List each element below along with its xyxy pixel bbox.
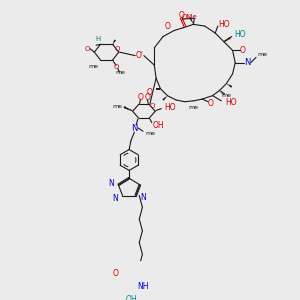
Text: O: O <box>164 22 170 31</box>
Text: me: me <box>116 70 125 75</box>
Text: O: O <box>112 268 118 278</box>
Text: me: me <box>188 105 199 110</box>
Text: me: me <box>88 64 98 69</box>
Polygon shape <box>162 96 167 101</box>
Text: O: O <box>137 93 143 102</box>
Polygon shape <box>189 17 194 24</box>
Text: O: O <box>145 93 150 102</box>
Text: O: O <box>147 88 153 97</box>
Text: O: O <box>178 11 184 20</box>
Text: OH: OH <box>126 296 137 300</box>
Text: me: me <box>258 52 268 57</box>
Text: H: H <box>95 36 100 42</box>
Text: O: O <box>150 103 155 109</box>
Text: OH: OH <box>153 121 164 130</box>
Text: N: N <box>112 194 118 202</box>
Text: me: me <box>112 104 122 110</box>
Polygon shape <box>226 83 232 88</box>
Text: O: O <box>113 64 119 70</box>
Text: me: me <box>146 130 156 136</box>
Text: O: O <box>85 46 90 52</box>
Polygon shape <box>112 39 116 44</box>
Polygon shape <box>123 106 133 111</box>
Text: NH: NH <box>137 282 149 291</box>
Text: HO: HO <box>219 20 230 29</box>
Text: O: O <box>240 46 246 55</box>
Text: N: N <box>140 193 146 202</box>
Text: OMe: OMe <box>181 14 197 20</box>
Text: HO: HO <box>234 30 246 39</box>
Text: N: N <box>244 58 250 67</box>
Text: HO: HO <box>225 98 236 107</box>
Text: O: O <box>114 46 120 52</box>
Text: O': O' <box>136 51 144 60</box>
Text: HO: HO <box>164 103 176 112</box>
Text: N: N <box>131 124 137 133</box>
Text: N: N <box>108 178 114 188</box>
Text: me: me <box>221 93 232 98</box>
Text: O: O <box>208 99 214 108</box>
